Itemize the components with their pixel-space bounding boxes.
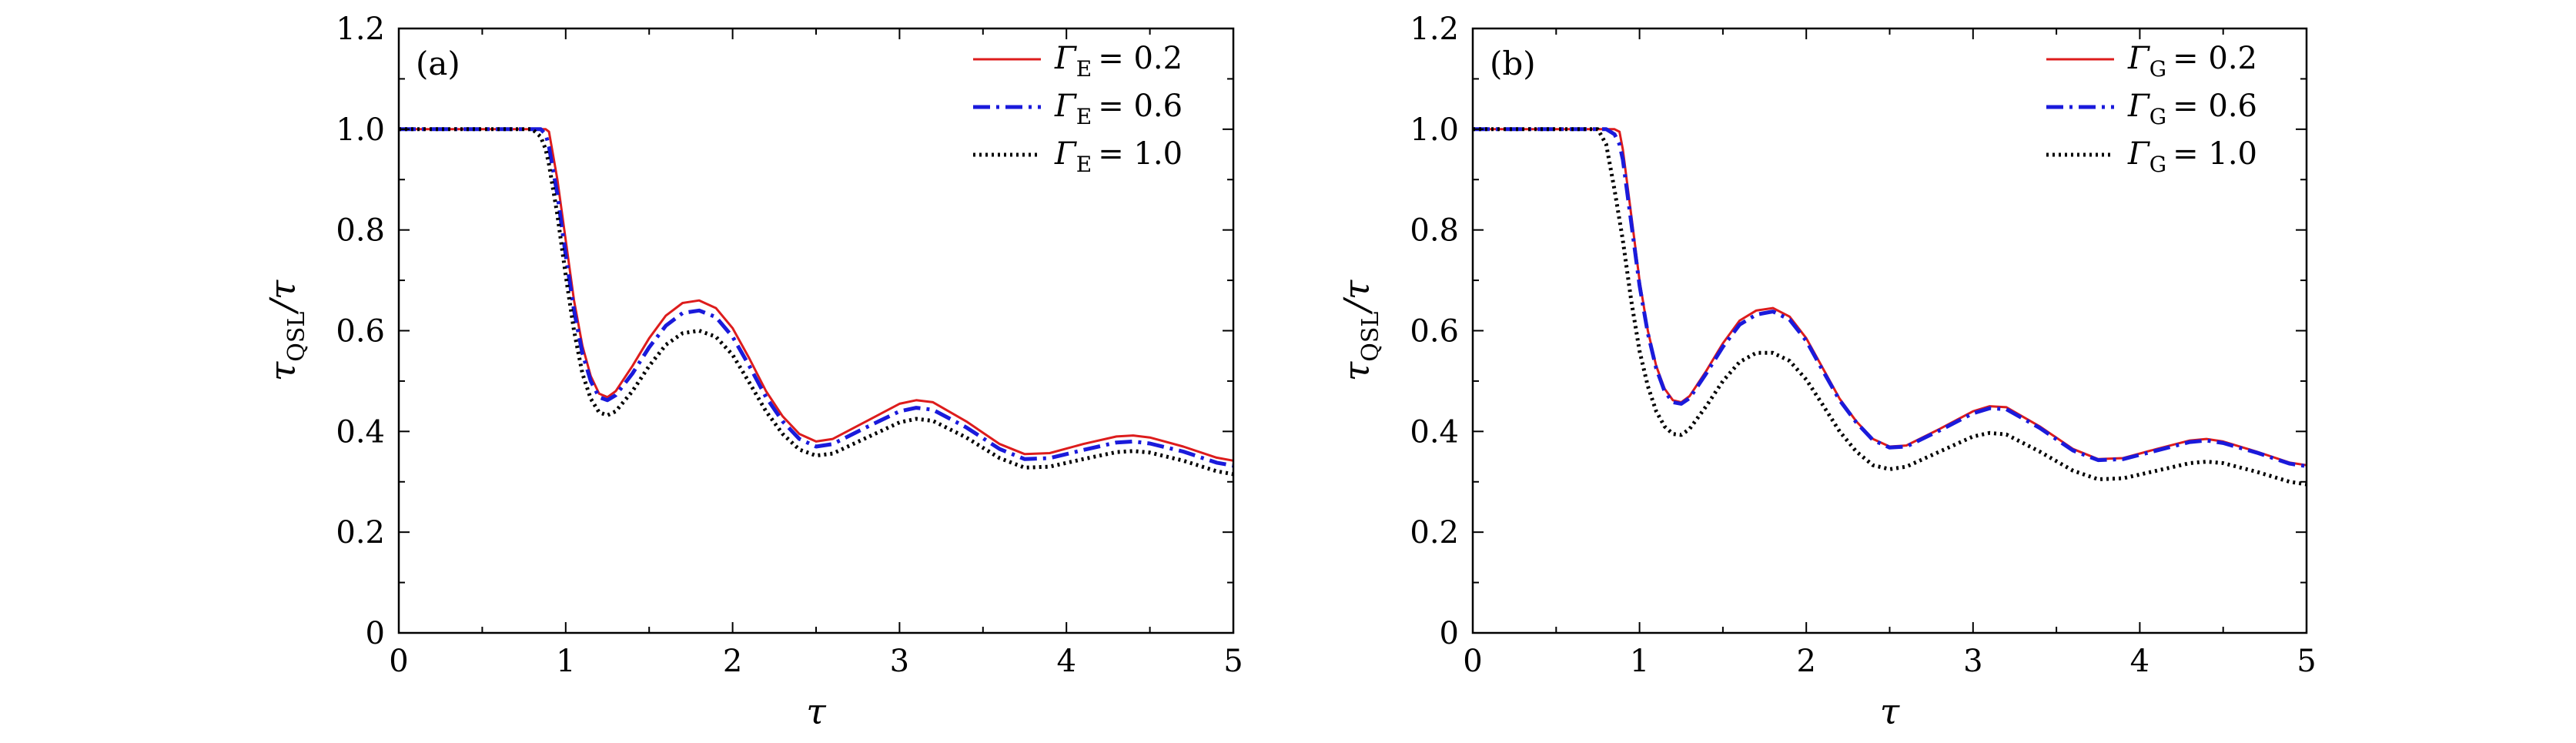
legend-symbol: Γ <box>2127 136 2150 172</box>
series-line-1 <box>399 128 1234 462</box>
panel-label: (b) <box>1490 45 1536 82</box>
legend-value: = 0.6 <box>1098 89 1183 124</box>
legend-subscript: E <box>1076 104 1092 129</box>
legend-subscript: G <box>2149 152 2166 177</box>
legend-entry-3: ΓG = 1.0 <box>2127 136 2257 177</box>
y-tick-label: 0.6 <box>336 314 385 350</box>
legend-symbol: Γ <box>1054 89 1077 124</box>
legend-subscript: E <box>1076 56 1092 82</box>
x-axis-label: τ <box>806 691 827 732</box>
x-tick-label: 4 <box>2130 644 2149 679</box>
legend-subscript: E <box>1076 152 1092 177</box>
legend-subscript: G <box>2149 104 2166 129</box>
legend-entry-3: ΓE = 1.0 <box>1054 136 1183 177</box>
y-tick-label: 0.4 <box>1410 414 1459 450</box>
legend-entry-2: ΓG = 0.6 <box>2127 89 2257 129</box>
legend-symbol: Γ <box>1054 136 1077 172</box>
y-tick-label: 1.0 <box>1410 112 1459 148</box>
legend-value: = 0.2 <box>1098 41 1183 76</box>
x-tick-label: 1 <box>1630 644 1649 679</box>
y-tick-label: 1.2 <box>1410 12 1459 47</box>
legend-entry-1: ΓG = 0.2 <box>2127 41 2257 82</box>
legend-value: = 0.6 <box>2173 89 2257 124</box>
y-tick-label: 0 <box>1440 616 1459 651</box>
y-axis-label: τQSL/τ <box>1336 279 1384 381</box>
y-axis-label-main: τ <box>1336 360 1377 381</box>
x-tick-label: 2 <box>1796 644 1815 679</box>
x-tick-label: 5 <box>2297 644 2316 679</box>
legend-value: = 1.0 <box>2173 136 2257 172</box>
legend-entry-2: ΓE = 0.6 <box>1054 89 1183 129</box>
y-tick-label: 0.8 <box>1410 213 1459 249</box>
y-axis-label-sub: QSL <box>1357 312 1384 362</box>
x-tick-label: 4 <box>1056 644 1076 679</box>
y-tick-label: 0 <box>366 616 385 651</box>
y-tick-label: 0.2 <box>336 515 385 551</box>
x-tick-label: 5 <box>1223 644 1243 679</box>
y-tick-label: 1.0 <box>336 112 385 148</box>
x-tick-label: 3 <box>890 644 909 679</box>
x-tick-label: 0 <box>1463 644 1482 679</box>
series-line-2 <box>399 127 1234 468</box>
y-tick-label: 0.6 <box>1410 314 1459 350</box>
series-line-1 <box>1473 128 2307 467</box>
series-line-3 <box>1473 127 2307 487</box>
x-tick-label: 1 <box>556 644 575 679</box>
legend-symbol: Γ <box>2127 89 2150 124</box>
series-line-2 <box>1473 127 2307 468</box>
y-tick-label: 0.4 <box>336 414 385 450</box>
y-axis-label: τQSL/τ <box>262 279 310 381</box>
legend-entry-1: ΓE = 0.2 <box>1054 41 1183 82</box>
y-axis-label-tail: /τ <box>1336 279 1377 314</box>
series-line-3 <box>399 127 1234 477</box>
y-axis-label-tail: /τ <box>262 279 303 314</box>
y-axis-label-main: τ <box>262 360 303 381</box>
x-axis-label: τ <box>1880 691 1901 732</box>
legend-symbol: Γ <box>1054 41 1077 76</box>
legend-value: = 1.0 <box>1098 136 1183 172</box>
legend-symbol: Γ <box>2127 41 2150 76</box>
legend-subscript: G <box>2149 56 2166 82</box>
panel-label: (a) <box>416 45 460 82</box>
x-tick-label: 2 <box>723 644 742 679</box>
y-tick-label: 1.2 <box>336 12 385 47</box>
y-axis-label-sub: QSL <box>283 312 310 362</box>
y-tick-label: 0.2 <box>1410 515 1459 551</box>
legend-value: = 0.2 <box>2173 41 2257 76</box>
x-tick-label: 0 <box>389 644 408 679</box>
y-tick-label: 0.8 <box>336 213 385 249</box>
x-tick-label: 3 <box>1963 644 1982 679</box>
